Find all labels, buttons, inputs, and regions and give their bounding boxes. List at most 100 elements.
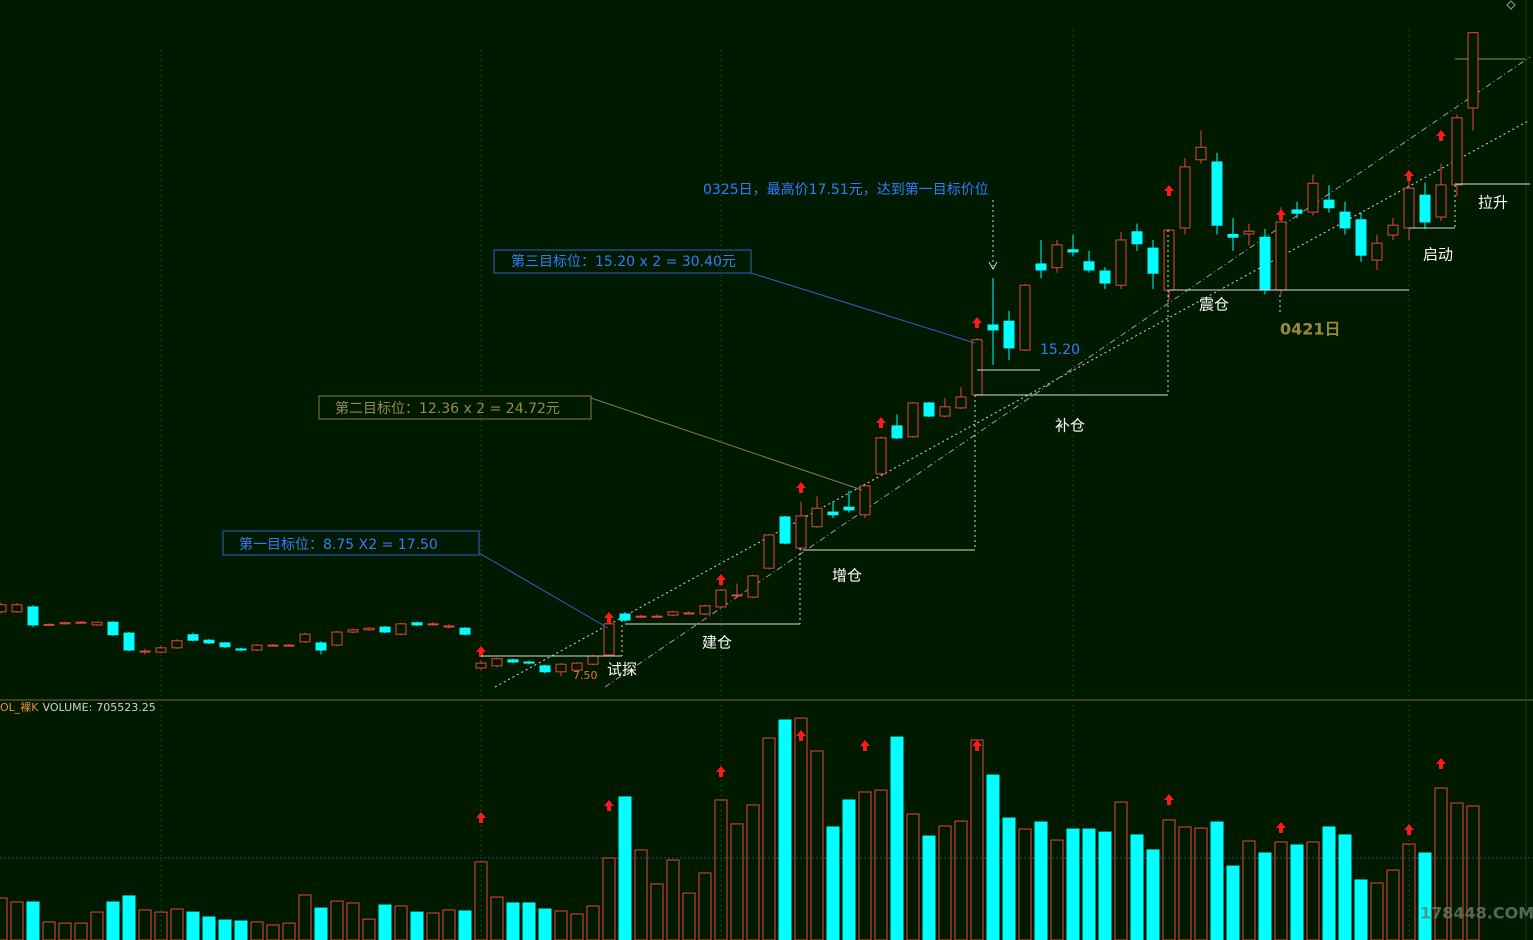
volume-bar: [106, 901, 120, 940]
stage-label: 增仓: [832, 567, 862, 585]
stage-label: 拉升: [1478, 194, 1508, 212]
volume-bar: [314, 907, 328, 940]
annotations: 第一目标位：8.75 X2 = 17.50 第二目标位：12.36 x 2 = …: [222, 181, 1508, 682]
volume-bar: [986, 774, 1000, 940]
signal-arrow: [972, 740, 982, 751]
volume-bar: [650, 883, 664, 940]
candle-body: [75, 621, 87, 624]
candle-body: [1115, 239, 1127, 286]
volume-bar: [634, 849, 648, 940]
candle-body: [1179, 166, 1191, 229]
price-label: 7.50: [573, 669, 598, 682]
volume-bar: [906, 813, 920, 940]
callout-line: [750, 272, 976, 344]
candle-body: [667, 611, 679, 616]
annotation: 0325日，最高价17.51元，达到第一目标价位: [703, 181, 989, 198]
volume-bar: [1226, 865, 1240, 940]
volume-bar: [10, 901, 24, 940]
candle-body: [59, 622, 71, 625]
candle-body: [1019, 284, 1031, 351]
candle-body: [1403, 187, 1415, 229]
markers: [476, 130, 1446, 835]
candle-body: [443, 625, 455, 628]
candle-body: [507, 659, 519, 663]
volume-bar: [1338, 834, 1352, 940]
volume-bar: [42, 921, 56, 940]
volume-bar: [922, 835, 936, 940]
signal-arrow: [1404, 824, 1414, 835]
volume-bar: [90, 911, 104, 940]
candle-body: [651, 615, 663, 618]
volume-bar: [874, 789, 888, 940]
candle-body: [795, 515, 807, 549]
volume-bar: [74, 922, 88, 940]
candle-body: [107, 621, 119, 636]
volume-bar: [682, 892, 696, 940]
candle-body: [187, 634, 199, 641]
volume-bar: [1082, 828, 1096, 940]
candle-body: [891, 425, 903, 439]
arrow-head: [988, 261, 998, 271]
candle-body: [27, 606, 39, 626]
stage-label: 震仓: [1199, 296, 1229, 314]
stage-label: 启动: [1423, 246, 1453, 264]
watermark: 178448.COM: [1420, 904, 1533, 923]
volume-bar: [170, 908, 184, 940]
volume-bar: [1450, 802, 1464, 940]
signal-arrow: [1436, 130, 1446, 141]
candle-body: [1003, 320, 1015, 349]
volume-bar: [1354, 879, 1368, 940]
candle-body: [907, 402, 919, 438]
candle-body: [171, 640, 183, 649]
callout-box: [493, 249, 752, 274]
volume-bar: [1114, 801, 1128, 940]
candle-body: [1195, 146, 1207, 161]
callout-box: [318, 395, 592, 420]
candle-body: [283, 644, 295, 647]
signal-arrow: [796, 482, 806, 493]
candle-body: [1131, 231, 1143, 245]
signal-arrow: [1404, 170, 1414, 181]
candle-body: [11, 604, 23, 613]
candle-body: [1371, 242, 1383, 261]
signal-arrow: [1164, 185, 1174, 196]
volume-bar: [1002, 817, 1016, 940]
volume-bar: [1130, 834, 1144, 940]
signal-arrow: [716, 574, 726, 585]
candle-body: [1307, 182, 1319, 213]
volume-legend: OL_裸K VOLUME: 705523.25: [0, 700, 156, 714]
volume-bar: [1210, 821, 1224, 940]
volume-bar: [938, 825, 952, 940]
volume-bar: [1370, 882, 1384, 940]
volume-bar: [794, 717, 808, 940]
candle-body: [1163, 229, 1175, 291]
price-label: 15.20: [1040, 342, 1080, 358]
candle-body: [875, 437, 887, 475]
candle-body: [859, 485, 871, 516]
candle-body: [411, 622, 423, 626]
signal-arrow: [604, 612, 614, 623]
signal-arrow: [1276, 822, 1286, 833]
trend-line: [604, 56, 1531, 688]
candle-body: [363, 627, 375, 631]
callout-line: [590, 397, 863, 491]
volume-bar: [842, 799, 856, 940]
volume-bar: [666, 859, 680, 940]
signal-arrow: [716, 766, 726, 777]
corner-icon: [1506, 0, 1516, 10]
volume-bar: [346, 902, 360, 940]
candle-body: [1211, 161, 1223, 226]
candle-body: [523, 661, 535, 664]
volume-bar: [890, 736, 904, 940]
volume-bar: [538, 908, 552, 940]
volume-bar: [282, 922, 296, 940]
volume-bar: [1034, 821, 1048, 940]
volume-bar: [458, 910, 472, 940]
annotation: 第三目标位：15.20 x 2 = 30.40元: [511, 253, 736, 270]
candle-body: [923, 402, 935, 417]
annotation: 第二目标位：12.36 x 2 = 24.72元: [335, 400, 560, 417]
volume-bar: [234, 920, 248, 940]
candle-body: [139, 650, 151, 653]
stage-label: 补仓: [1055, 417, 1085, 435]
candle-body: [971, 339, 983, 396]
